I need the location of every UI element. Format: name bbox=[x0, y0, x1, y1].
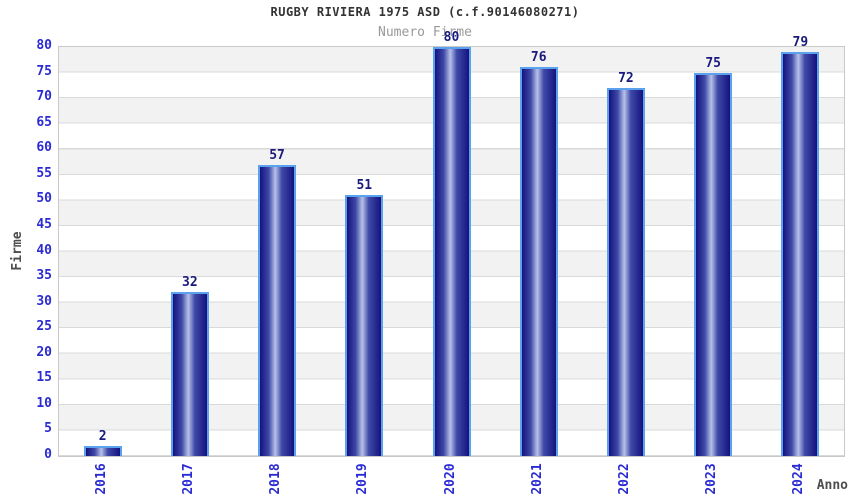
bar-value-2016: 2 bbox=[98, 428, 107, 444]
y-tick-label-35: 35 bbox=[36, 268, 52, 284]
bar-value-2017: 32 bbox=[182, 275, 198, 291]
y-tick-label-80: 80 bbox=[36, 38, 52, 53]
y-tick-label-70: 70 bbox=[36, 89, 52, 105]
y-tick-label-0: 0 bbox=[44, 447, 52, 462]
y-tick-label-55: 55 bbox=[36, 165, 52, 181]
x-tick-label-2020: 2020 bbox=[442, 463, 458, 495]
bar-2020 bbox=[432, 47, 471, 456]
x-tick-label-2019: 2019 bbox=[355, 463, 371, 495]
y-tick-label-75: 75 bbox=[36, 63, 52, 79]
y-tick-label-40: 40 bbox=[36, 242, 52, 258]
y-tick-label-10: 10 bbox=[36, 395, 52, 411]
bar-2019 bbox=[345, 195, 384, 456]
bar-2016 bbox=[83, 445, 122, 456]
x-tick-label-2017: 2017 bbox=[180, 463, 196, 495]
y-tick-label-15: 15 bbox=[36, 370, 52, 386]
bar-value-2023: 75 bbox=[705, 55, 721, 71]
y-tick-label-30: 30 bbox=[36, 293, 52, 309]
x-tick-label-2022: 2022 bbox=[616, 463, 632, 495]
bar-2024 bbox=[781, 52, 820, 456]
bar-2023 bbox=[694, 72, 733, 456]
bar-value-2019: 51 bbox=[356, 178, 373, 194]
chart-subtitle: Numero Firme bbox=[378, 25, 472, 40]
bar-2017 bbox=[170, 292, 209, 456]
bar-2021 bbox=[519, 67, 558, 456]
x-axis-title: Anno bbox=[816, 478, 848, 493]
y-tick-label-45: 45 bbox=[36, 216, 52, 232]
bar-value-2020: 80 bbox=[443, 30, 460, 45]
bar-value-2022: 72 bbox=[618, 70, 634, 86]
x-tick-label-2018: 2018 bbox=[268, 463, 284, 495]
y-tick-label-20: 20 bbox=[36, 344, 52, 360]
y-tick-label-60: 60 bbox=[36, 140, 52, 156]
y-tick-label-65: 65 bbox=[36, 114, 52, 130]
y-tick-label-5: 5 bbox=[44, 421, 52, 437]
bar-value-2024: 79 bbox=[792, 35, 809, 51]
y-tick-label-50: 50 bbox=[36, 191, 52, 207]
y-tick-label-25: 25 bbox=[36, 319, 52, 335]
x-tick-label-2021: 2021 bbox=[529, 463, 545, 495]
x-tick-label-2016: 2016 bbox=[93, 463, 109, 495]
chart-title: RUGBY RIVIERA 1975 ASD (c.f.90146080271) bbox=[270, 5, 580, 19]
plot-area: 2 32 57 51 80 76 72 75 79 bbox=[58, 30, 845, 457]
x-tick-label-2024: 2024 bbox=[791, 463, 807, 495]
x-tick-label-2023: 2023 bbox=[704, 463, 720, 495]
bar-2018 bbox=[258, 164, 297, 456]
bar-2022 bbox=[606, 87, 645, 456]
bar-value-2021: 76 bbox=[530, 50, 547, 66]
bar-value-2018: 57 bbox=[269, 147, 285, 163]
